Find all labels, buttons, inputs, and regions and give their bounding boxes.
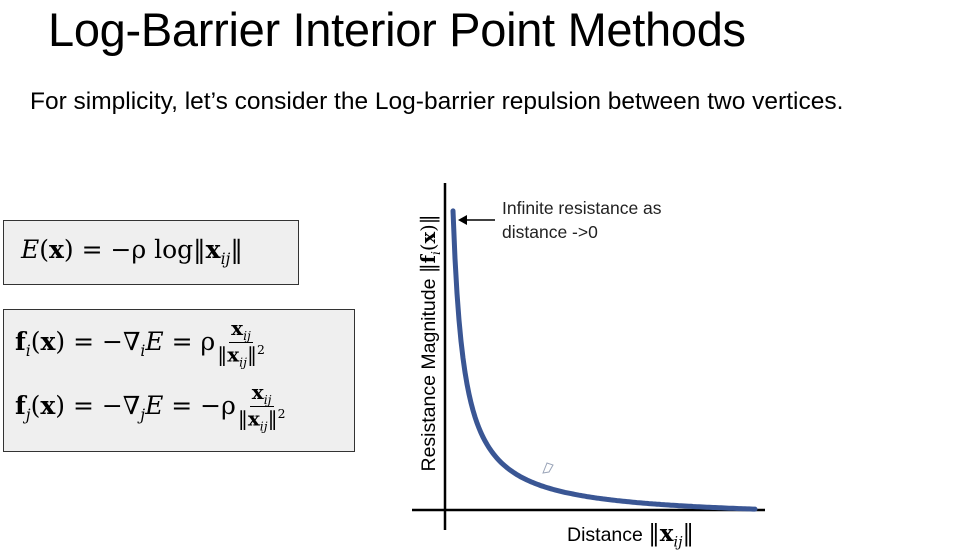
slide-title: Log-Barrier Interior Point Methods [48,3,746,56]
energy-symbol: E [21,235,40,264]
slide-subtitle: For simplicity, let’s consider the Log-b… [30,88,844,115]
force-i-denominator-power: 2 [256,342,265,358]
energy-equation-box: E(x) = −ρ log‖xij‖ [3,220,299,285]
force-i-equation: fi(x) = −∇iE = ρ xij ‖xij‖2 [15,316,265,370]
force-i-denominator-subscript: ij [239,354,247,370]
force-i-gradient: = −∇ [73,327,141,357]
force-j-denominator: x [247,406,260,431]
force-i-numerator: x [231,316,244,340]
energy-norm-variable: x [205,235,221,264]
y-axis-label-variable: f [417,254,441,264]
barrier-curve [450,208,758,512]
force-j-subscript: j [25,406,31,425]
x-axis-label-text: Distance [567,524,643,546]
force-j-denominator-subscript: ij [259,418,268,434]
force-i-numerator-subscript: ij [243,328,251,343]
annotation-line-1: Infinite resistance as [502,198,662,218]
force-j-argument: x [40,391,56,421]
infinite-resistance-annotation: Infinite resistance as distance ->0 [502,196,662,244]
force-i-denominator: x [227,342,240,367]
force-i-gradient-subscript: i [140,342,146,361]
y-axis-label-subscript: i [428,251,443,255]
force-i-rhs: = ρ [171,327,216,357]
y-axis-label-text: Resistance Magnitude [418,278,441,472]
force-i-energy-symbol: E [145,327,164,357]
force-j-numerator-subscript: ij [263,392,272,407]
x-axis-label-variable: x [659,520,674,547]
energy-rhs: = −ρ log [81,235,194,264]
force-i-argument: x [40,327,56,357]
force-j-fraction: xij ‖xij‖2 [237,380,286,434]
force-equations-box: fi(x) = −∇iE = ρ xij ‖xij‖2 fj(x) = −∇jE =… [3,309,355,452]
x-axis-label-subscript: ij [673,534,683,551]
force-i-symbol: f [15,327,26,357]
y-axis-label-math: ‖fi(x)‖ [417,214,443,274]
force-i-subscript: i [25,342,31,361]
pencil-mark [542,462,554,474]
x-axis-label: Distance ‖xij‖ [567,520,694,551]
annotation-line-2: distance ->0 [502,222,598,242]
x-axis-label-math: ‖xij‖ [648,520,694,551]
force-j-numerator: x [251,380,264,404]
force-j-energy-symbol: E [145,391,164,421]
y-axis-label: Resistance Magnitude ‖fi(x)‖ [417,215,443,472]
energy-argument: x [49,235,64,264]
energy-equation: E(x) = −ρ log‖xij‖ [21,235,243,268]
annotation-arrowhead [458,215,467,225]
force-j-gradient-subscript: j [140,406,146,425]
force-j-denominator-power: 2 [277,406,286,422]
y-axis-label-argument: x [417,231,441,244]
force-i-fraction: xij ‖xij‖2 [217,316,265,370]
force-j-symbol: f [15,391,26,421]
force-j-rhs: = −ρ [171,391,236,421]
force-j-equation: fj(x) = −∇jE = −ρ xij ‖xij‖2 [15,380,286,434]
energy-norm-subscript: ij [220,250,231,268]
force-j-gradient: = −∇ [72,391,141,421]
